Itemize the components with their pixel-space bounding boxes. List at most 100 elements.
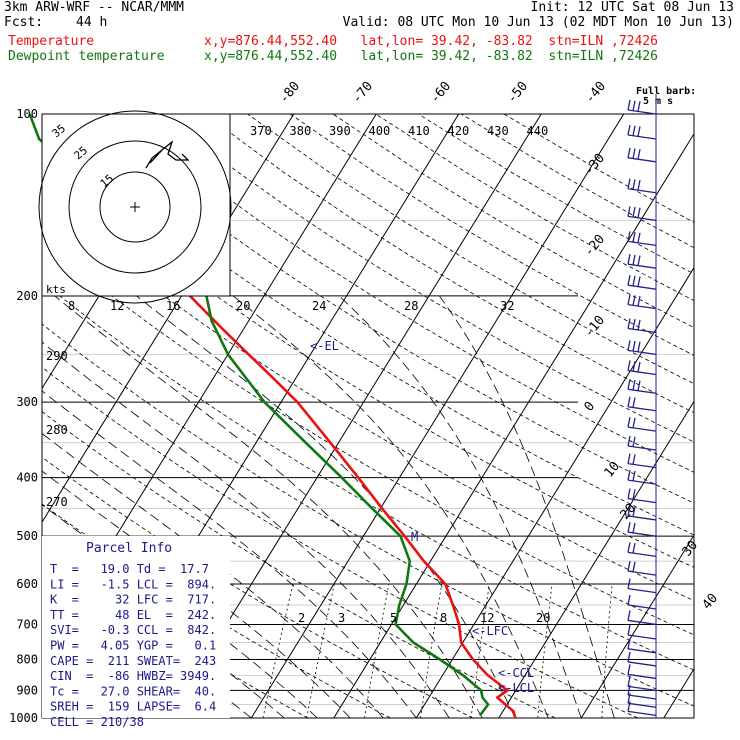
temperature-tick-label: 0 — [582, 399, 599, 415]
mixing-ratio-line — [306, 583, 335, 718]
dry-adiabat — [119, 114, 694, 473]
pressure-tick-label: 400 — [16, 471, 38, 485]
wind-barb-flag — [627, 560, 631, 572]
temperature-profile-line — [181, 113, 517, 719]
pressure-tick-label: 600 — [16, 577, 38, 591]
wind-barb-shaft — [627, 515, 657, 521]
wind-barb-shaft — [627, 673, 657, 680]
parcel-info-row: SREH = 159 LAPSE= 6.4 — [50, 700, 216, 714]
wind-barb-flag — [632, 454, 636, 465]
wind-barb-shaft — [627, 327, 657, 334]
wind-barb-flag — [632, 506, 636, 517]
mixing-ratio-line — [420, 583, 443, 718]
wind-barb-flag — [627, 624, 631, 636]
wind-barb-shaft — [627, 426, 657, 432]
theta-label: 410 — [408, 124, 430, 138]
wind-barb-flag — [627, 664, 631, 675]
dry-adiabat — [247, 114, 694, 385]
pressure-tick-label: 200 — [16, 289, 38, 303]
mixing-ratio-label: 3 — [338, 611, 345, 625]
theta-label: 420 — [448, 124, 470, 138]
wind-barb-shaft — [627, 619, 657, 626]
mixing-ratio-label: 28 — [404, 299, 418, 313]
hodograph-origin-cross — [130, 202, 140, 212]
moist-adiabat — [232, 295, 549, 718]
mixing-ratio-label: 12 — [480, 611, 494, 625]
wind-barb-flag — [637, 341, 641, 352]
wind-barb-shaft — [627, 303, 657, 310]
pressure-tick-label: 1000 — [9, 711, 38, 725]
wind-barb-shaft — [627, 551, 657, 558]
theta-label: 390 — [329, 124, 351, 138]
temperature-tick-label: 10 — [602, 459, 624, 481]
wind-barb-flag — [637, 255, 641, 266]
wind-barb-flag — [637, 179, 641, 191]
temperature-tick-label: -30 — [582, 151, 609, 179]
wind-barb-flag — [627, 275, 631, 286]
wind-barb-flag — [632, 319, 636, 330]
parcel-info-row: K = 32 LFC = 717. — [50, 593, 216, 607]
dry-adiabat — [42, 280, 694, 671]
dry-adiabat — [42, 456, 473, 718]
dewpoint-legend-info: x,y=876.44,552.40 lat,lon= 39.42, -83.82… — [204, 49, 658, 64]
wind-barb-flag — [627, 178, 631, 189]
theta-label: 430 — [487, 124, 509, 138]
temperature-legend-label: Temperature — [8, 34, 95, 49]
temperature-tick-label: -50 — [505, 79, 532, 107]
wind-barb-flag — [627, 435, 631, 447]
wind-barb-flag — [627, 610, 631, 621]
pressure-tick-label: 700 — [16, 617, 38, 631]
pressure-tick-label: 900 — [16, 683, 38, 697]
dewpoint-legend-label: Dewpoint temperature — [8, 49, 165, 64]
mixing-ratio-label: 16 — [166, 299, 180, 313]
moist-adiabat — [438, 295, 615, 718]
wind-barb-shaft — [627, 388, 657, 394]
isotherm-line — [580, 534, 694, 718]
theta-label: 440 — [527, 124, 549, 138]
theta-label: 290 — [46, 349, 68, 363]
parcel-info-row: TT = 48 EL = 242. — [50, 608, 216, 622]
wind-barb-flag — [632, 489, 636, 500]
wind-barb-flag — [632, 436, 636, 447]
dry-adiabat — [418, 114, 694, 275]
wind-barb-shaft — [627, 240, 657, 247]
wind-barb-flag — [632, 254, 636, 266]
wind-barb-flag — [632, 470, 636, 481]
parcel-info-row: CELL = 210/38 — [50, 715, 144, 729]
dry-adiabat — [42, 411, 556, 718]
parcel-info-row: LI = -1.5 LCL = 894. — [50, 577, 216, 591]
wind-barb-flag — [627, 676, 631, 687]
lcl-marker: <-LCL — [498, 681, 534, 695]
dry-adiabat — [204, 114, 694, 413]
wind-barb-flag — [637, 101, 641, 112]
pressure-tick-label: 500 — [16, 529, 38, 543]
wind-barb-shaft — [627, 634, 657, 640]
pressure-tick-label: 100 — [16, 107, 38, 121]
wind-barb-shaft — [627, 134, 657, 140]
temperature-tick-label: -10 — [582, 313, 609, 341]
wind-barb-shaft — [627, 498, 657, 504]
isotherm-line — [168, 114, 542, 718]
mixing-ratio-line — [262, 583, 294, 718]
wind-barb-flag — [632, 379, 636, 391]
wind-barb-flag — [627, 396, 631, 407]
theta-label: 400 — [369, 124, 391, 138]
mixing-ratio-line — [601, 583, 613, 718]
wind-barb-flag — [632, 179, 636, 190]
wind-barb-shaft — [627, 648, 657, 654]
dry-adiabat — [289, 114, 694, 356]
wind-barb-flag — [627, 318, 631, 329]
wind-barb-flag — [627, 594, 631, 606]
barb-legend-value: 5 m s — [643, 96, 673, 107]
parcel-info-row: T = 19.0 Td = 17.7 — [50, 562, 209, 576]
wind-barb-flag — [632, 542, 636, 554]
model-title: 3km ARW-WRF -- NCAR/MMM — [4, 0, 185, 15]
wind-barb-shaft — [627, 349, 657, 355]
moist-adiabat — [338, 295, 582, 718]
wind-barb-flag — [627, 469, 631, 481]
dry-adiabat — [42, 239, 694, 636]
wind-barb-shaft — [627, 109, 657, 115]
wind-barb-flag — [637, 149, 641, 160]
wind-barb-shaft — [627, 531, 657, 537]
